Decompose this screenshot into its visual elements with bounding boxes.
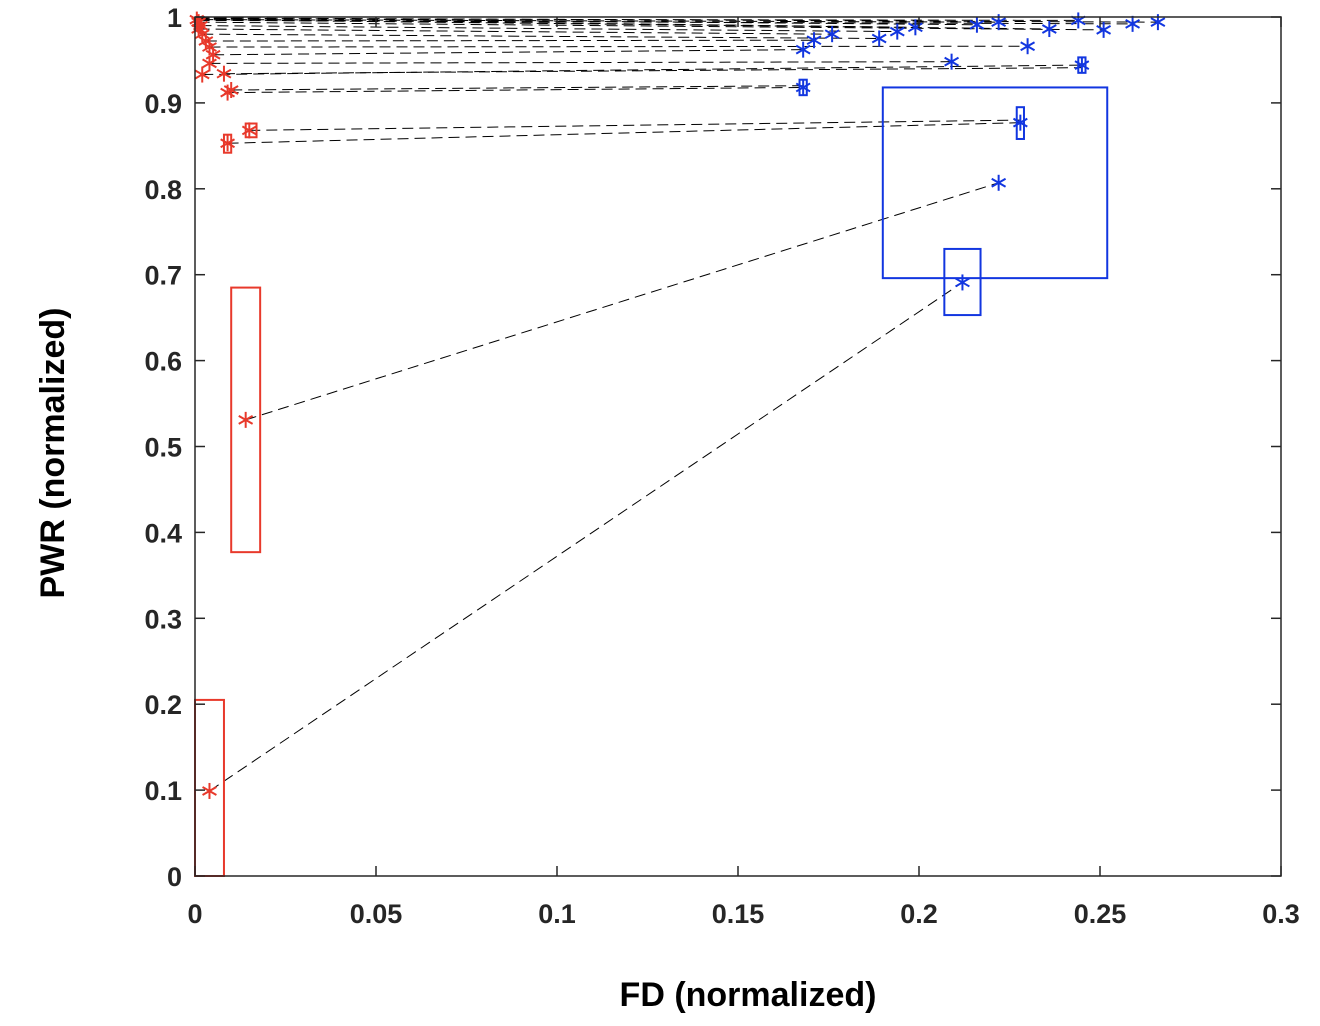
connector-line bbox=[249, 119, 1021, 131]
connector-line bbox=[196, 18, 1079, 21]
y-tick-label: 0.2 bbox=[144, 690, 182, 720]
connector-line bbox=[196, 17, 977, 26]
blue-data-point bbox=[1012, 114, 1028, 131]
red-data-point bbox=[223, 82, 239, 99]
connector-line bbox=[223, 67, 1082, 75]
red-box-marker bbox=[230, 286, 262, 554]
blue-data-point bbox=[889, 23, 905, 40]
red-data-point bbox=[194, 66, 210, 83]
blue-data-point bbox=[969, 16, 985, 33]
blue-data-point bbox=[806, 32, 822, 49]
y-tick-label: 0.5 bbox=[144, 433, 182, 463]
blue-data-point bbox=[1125, 15, 1141, 32]
y-tick-label: 0.3 bbox=[144, 604, 182, 634]
box-markers bbox=[194, 56, 1109, 878]
blue-box-marker bbox=[943, 247, 982, 317]
x-tick-labels: 0 0.05 0.1 0.15 0.2 0.25 0.3 bbox=[187, 899, 1299, 929]
y-tick-label: 0.9 bbox=[144, 89, 182, 119]
x-tick-label: 0.3 bbox=[1262, 899, 1300, 929]
x-axis-title: FD (normalized) bbox=[620, 976, 877, 1014]
x-tick-label: 0.2 bbox=[900, 899, 938, 929]
y-tick-labels: 0 0.1 0.2 0.3 0.4 0.5 0.6 0.7 0.8 0.9 1 bbox=[144, 3, 182, 892]
connector-line bbox=[205, 39, 815, 42]
red-data-point bbox=[220, 135, 236, 152]
x-tick-label: 0 bbox=[187, 899, 202, 929]
connector-line bbox=[231, 85, 804, 91]
connector-line bbox=[198, 19, 1133, 25]
connector-line bbox=[198, 28, 833, 35]
connector-line bbox=[209, 282, 963, 792]
red-data-point bbox=[238, 411, 254, 428]
red-box-marker bbox=[244, 122, 258, 139]
y-tick-label: 0.4 bbox=[144, 518, 182, 548]
x-tick-label: 0.15 bbox=[712, 899, 765, 929]
y-axis-title: PWR (normalized) bbox=[34, 308, 72, 599]
blue-data-point bbox=[907, 19, 923, 36]
connector-line bbox=[200, 25, 898, 33]
red-data-point bbox=[202, 782, 217, 799]
y-tick-label: 0.7 bbox=[144, 261, 182, 291]
connector-line bbox=[202, 19, 999, 23]
connector-line bbox=[245, 182, 999, 421]
connector-line bbox=[209, 61, 952, 64]
x-tick-label: 0.25 bbox=[1074, 899, 1127, 929]
red-data-point bbox=[216, 65, 232, 82]
axes-frame bbox=[194, 16, 1282, 877]
x-tick-label: 0.05 bbox=[350, 899, 403, 929]
blue-box-marker bbox=[1015, 106, 1025, 140]
y-tick-label: 0.1 bbox=[144, 776, 182, 806]
blue-data-point bbox=[795, 79, 811, 96]
blue-data-point bbox=[1096, 21, 1112, 38]
connector-line bbox=[213, 49, 804, 56]
y-tick-label: 1 bbox=[167, 3, 182, 33]
axis-ticks bbox=[194, 16, 1282, 877]
data-points bbox=[189, 11, 1166, 799]
blue-data-point bbox=[795, 41, 811, 58]
blue-data-point bbox=[991, 174, 1007, 191]
connector-line bbox=[227, 86, 804, 94]
connector-line bbox=[202, 33, 880, 39]
blue-data-point bbox=[955, 274, 970, 291]
connector-line bbox=[198, 21, 1104, 31]
blue-data-point bbox=[824, 26, 840, 43]
y-tick-label: 0.6 bbox=[144, 347, 182, 377]
connector-lines bbox=[196, 17, 1158, 792]
connector-line bbox=[227, 122, 1021, 144]
connector-line bbox=[209, 45, 1028, 48]
x-tick-label: 0.1 bbox=[538, 899, 576, 929]
red-box-marker bbox=[222, 133, 233, 154]
red-data-point bbox=[241, 122, 257, 139]
blue-data-point bbox=[871, 30, 887, 47]
blue-box-marker bbox=[881, 86, 1109, 280]
y-tick-label: 0 bbox=[167, 862, 182, 892]
blue-data-point bbox=[1041, 21, 1057, 38]
blue-data-point bbox=[1070, 12, 1086, 29]
blue-data-point bbox=[944, 53, 960, 70]
blue-data-point bbox=[1074, 57, 1090, 74]
blue-data-point bbox=[1020, 38, 1036, 55]
y-tick-label: 0.8 bbox=[144, 175, 182, 205]
